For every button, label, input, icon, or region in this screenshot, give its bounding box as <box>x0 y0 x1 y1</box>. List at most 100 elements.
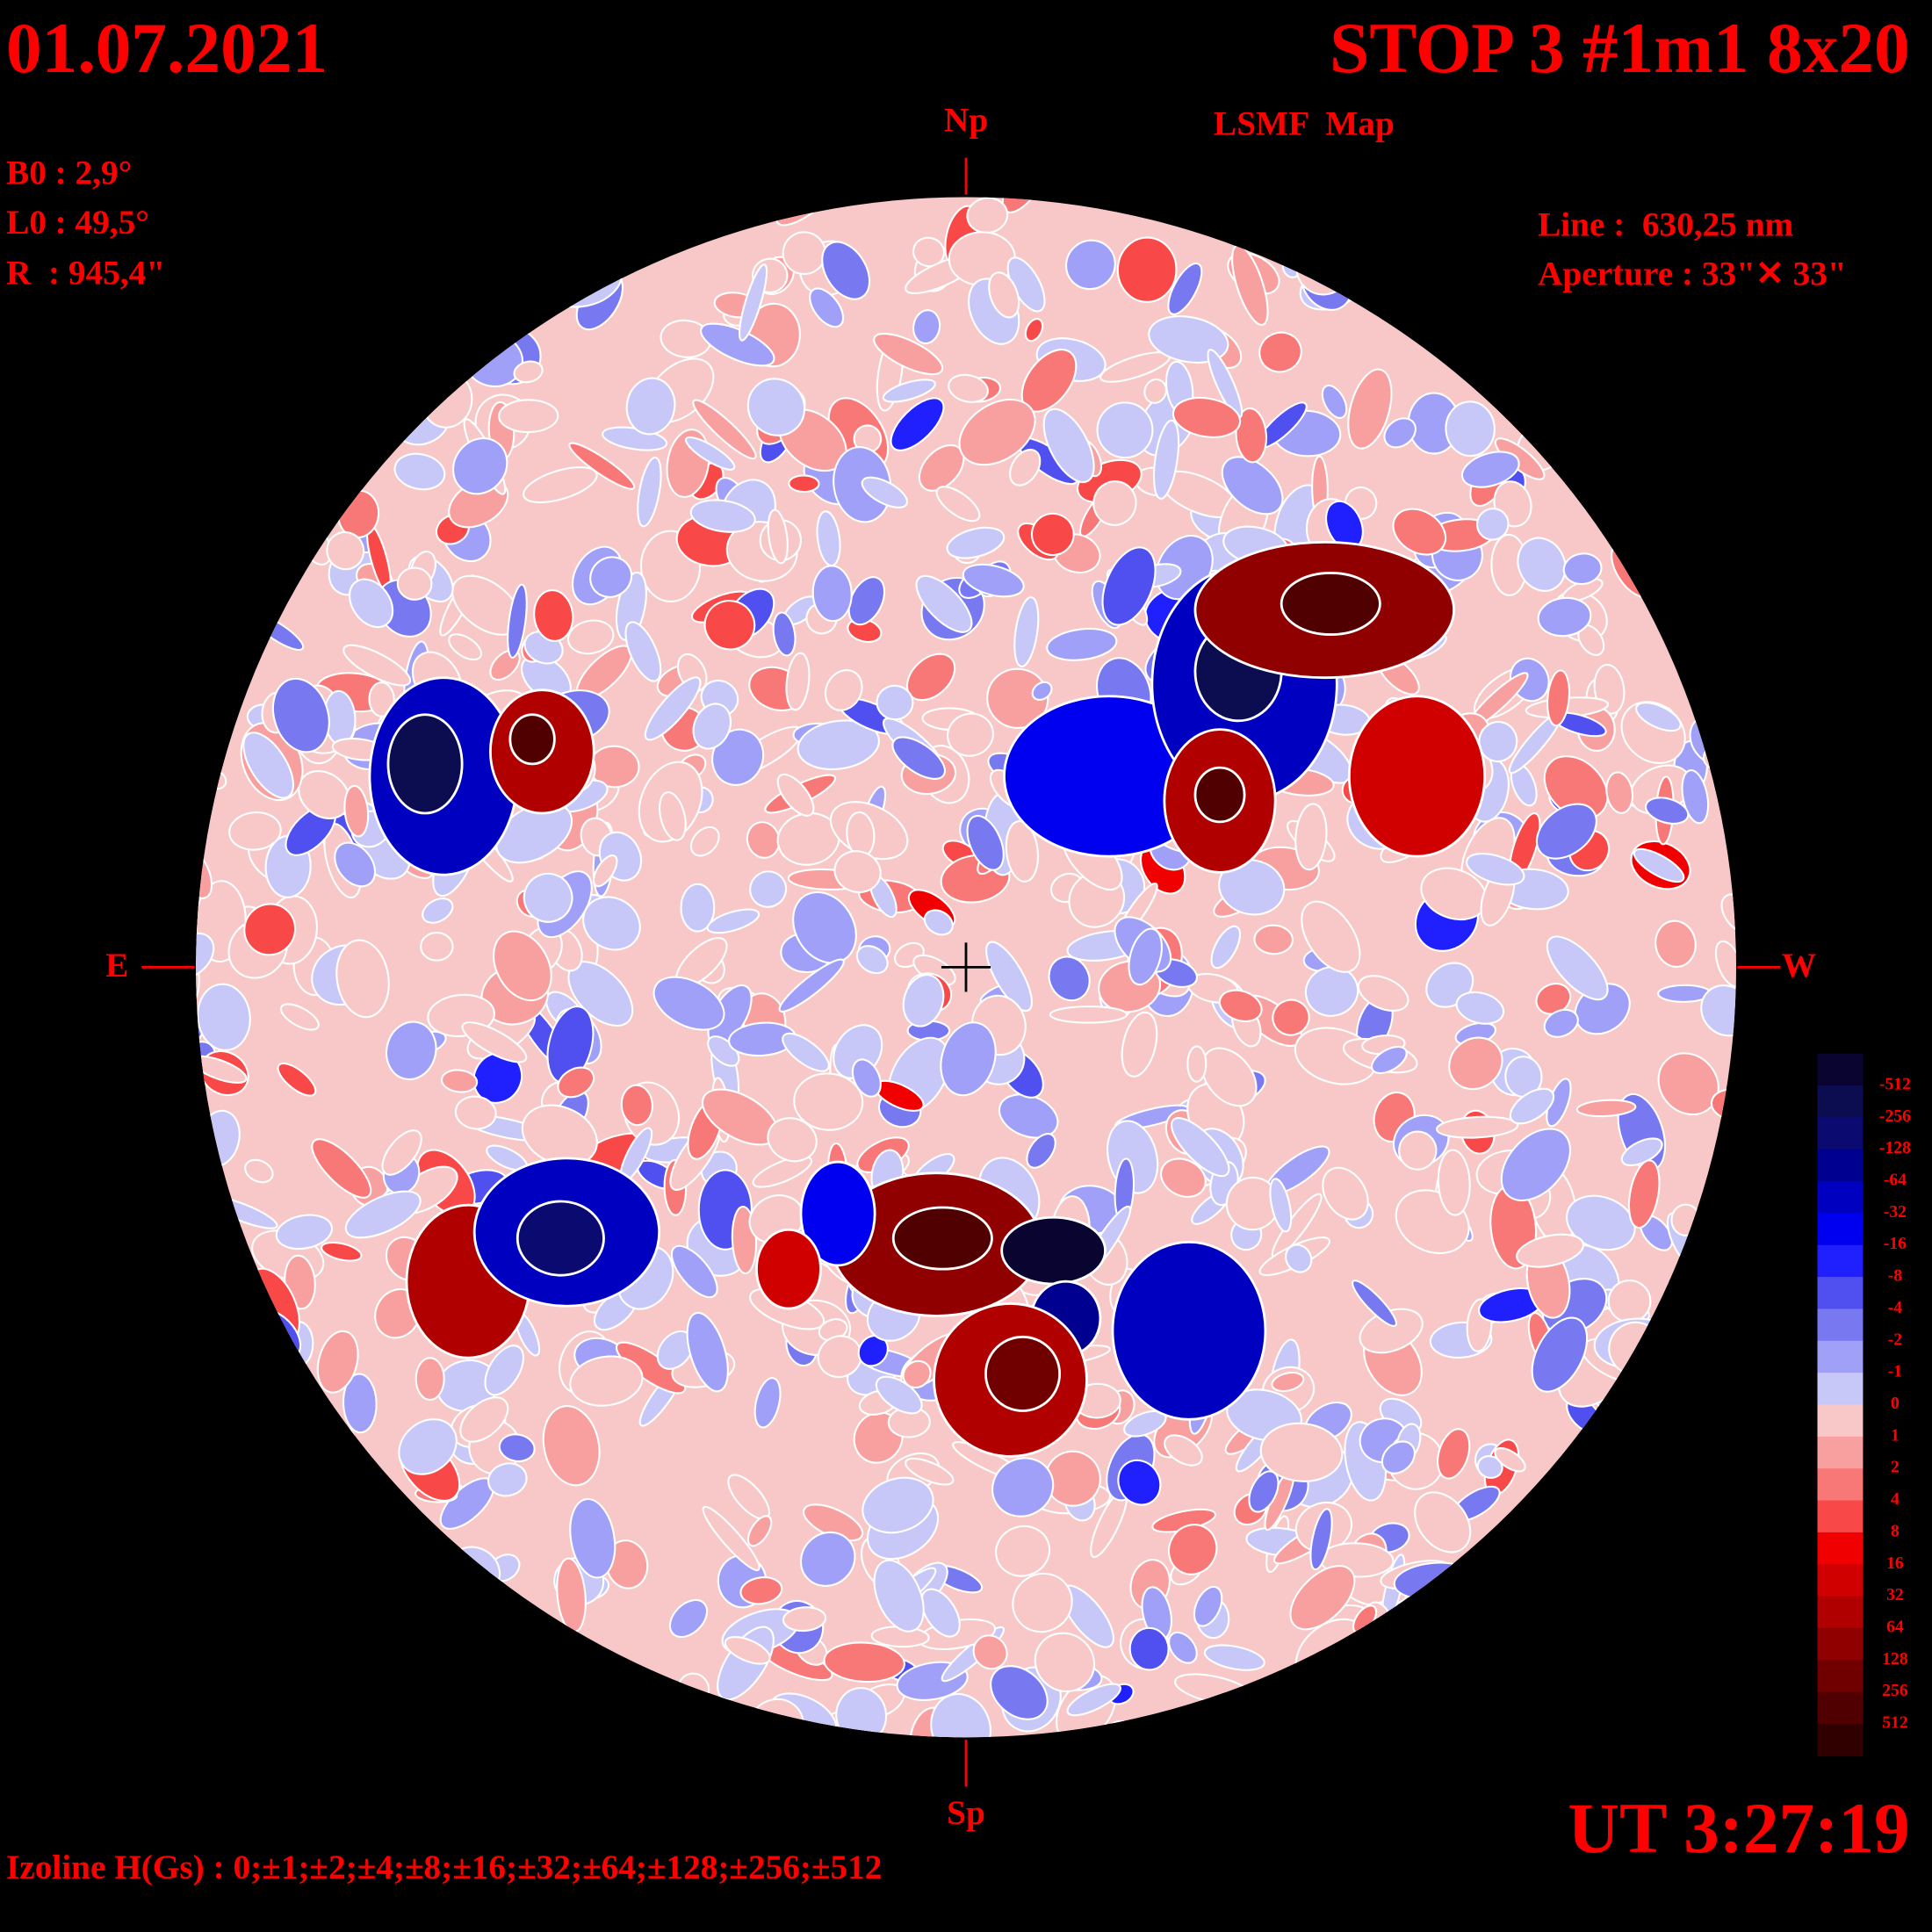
field-blob <box>1537 596 1592 638</box>
field-blob <box>1309 1508 1333 1571</box>
field-blob <box>986 667 1049 729</box>
field-blob <box>523 872 573 923</box>
field-blob <box>1160 1157 1207 1198</box>
field-blob <box>1381 1440 1416 1474</box>
field-blob <box>1645 797 1690 825</box>
field-blob <box>396 566 433 601</box>
field-blob <box>689 499 756 533</box>
field-blob <box>1500 1128 1572 1202</box>
subtitle: LSMF Map <box>1214 105 1395 143</box>
field-blob <box>882 378 936 403</box>
field-blob <box>1117 1459 1162 1506</box>
field-blob <box>1171 1117 1230 1178</box>
field-blob <box>847 576 886 626</box>
field-blob <box>972 1634 1008 1670</box>
field-blob <box>637 457 662 528</box>
colorbar-segment <box>1817 1436 1864 1469</box>
field-blob <box>1543 1008 1579 1038</box>
field-blob <box>1301 900 1361 973</box>
field-blob <box>811 565 853 623</box>
date: 01.07.2021 <box>6 8 328 88</box>
field-blob <box>1152 419 1180 500</box>
field-blob <box>686 1311 729 1393</box>
field-blob <box>197 983 251 1051</box>
field-blob <box>1392 508 1447 556</box>
field-blob <box>833 850 882 893</box>
field-blob <box>1096 401 1154 459</box>
field-blob <box>243 903 297 956</box>
colorbar-label: -32 <box>1884 1202 1907 1222</box>
field-blob <box>1012 1572 1073 1633</box>
field-blob <box>1031 681 1053 701</box>
field-blob <box>1218 989 1263 1023</box>
field-blob <box>1657 1052 1719 1116</box>
field-blob <box>752 1156 813 1188</box>
active-region <box>1280 572 1381 636</box>
field-blob <box>902 1359 932 1389</box>
field-blob <box>1476 1455 1503 1479</box>
field-blob <box>1478 720 1518 763</box>
field-blob <box>1200 1047 1258 1107</box>
field-blob <box>1005 820 1040 883</box>
field-blob <box>873 1559 925 1633</box>
field-blob <box>659 791 687 841</box>
colorbar-label: -512 <box>1879 1074 1911 1093</box>
field-blob <box>809 287 845 328</box>
field-blob <box>1269 1178 1293 1233</box>
field-blob <box>1383 417 1417 449</box>
colorbar-segment <box>1817 1308 1864 1342</box>
colorbar-label: 0 <box>1891 1394 1900 1413</box>
field-blob <box>440 1069 479 1093</box>
field-blob <box>1210 925 1242 970</box>
field-blob <box>940 1021 997 1097</box>
field-blob <box>381 1129 422 1176</box>
field-blob <box>792 890 857 964</box>
field-blob <box>995 1525 1051 1577</box>
field-blob <box>326 530 365 571</box>
colorbar-segment <box>1817 1149 1864 1182</box>
field-blob <box>1546 669 1571 727</box>
field-blob <box>592 854 618 888</box>
field-blob <box>1304 966 1359 1017</box>
field-blob <box>196 946 200 1011</box>
field-blob <box>1203 1644 1265 1671</box>
field-blob <box>1494 1446 1526 1473</box>
field-blob <box>1259 1422 1344 1482</box>
field-blob <box>799 1531 856 1587</box>
field-blob <box>1128 927 1164 986</box>
field-blob <box>1258 331 1302 373</box>
field-blob <box>1700 984 1736 1037</box>
field-blob <box>1049 1005 1128 1024</box>
field-blob <box>1044 1450 1101 1507</box>
active-region <box>515 1200 605 1277</box>
field-blob <box>542 1405 601 1487</box>
field-blob <box>569 1355 644 1407</box>
colorbar-label: 4 <box>1891 1489 1900 1509</box>
field-blob <box>568 442 636 490</box>
field-blob <box>1009 449 1042 487</box>
field-blob <box>824 669 863 711</box>
field-blob <box>1531 1316 1589 1393</box>
field-blob <box>1681 769 1710 825</box>
field-blob <box>1633 847 1685 883</box>
field-blob <box>1436 1115 1519 1139</box>
active-region <box>891 1206 993 1271</box>
field-blob <box>452 437 508 495</box>
field-blob <box>776 773 815 817</box>
field-blob <box>948 373 989 403</box>
field-blob <box>1466 853 1525 886</box>
field-blob <box>1285 1244 1313 1273</box>
field-blob <box>680 883 716 933</box>
colorbar-label: 256 <box>1882 1681 1908 1700</box>
param-b0: B0 : 2,9° <box>6 155 132 192</box>
colorbar-segment <box>1817 1724 1864 1757</box>
field-blob <box>1092 480 1137 526</box>
field-blob <box>702 1505 761 1572</box>
field-blob <box>821 241 871 300</box>
field-blob <box>1272 998 1310 1036</box>
field-blob <box>1042 407 1095 484</box>
colorbar-segment <box>1817 1373 1864 1406</box>
field-blob <box>739 1576 783 1605</box>
active-region <box>799 1160 876 1267</box>
